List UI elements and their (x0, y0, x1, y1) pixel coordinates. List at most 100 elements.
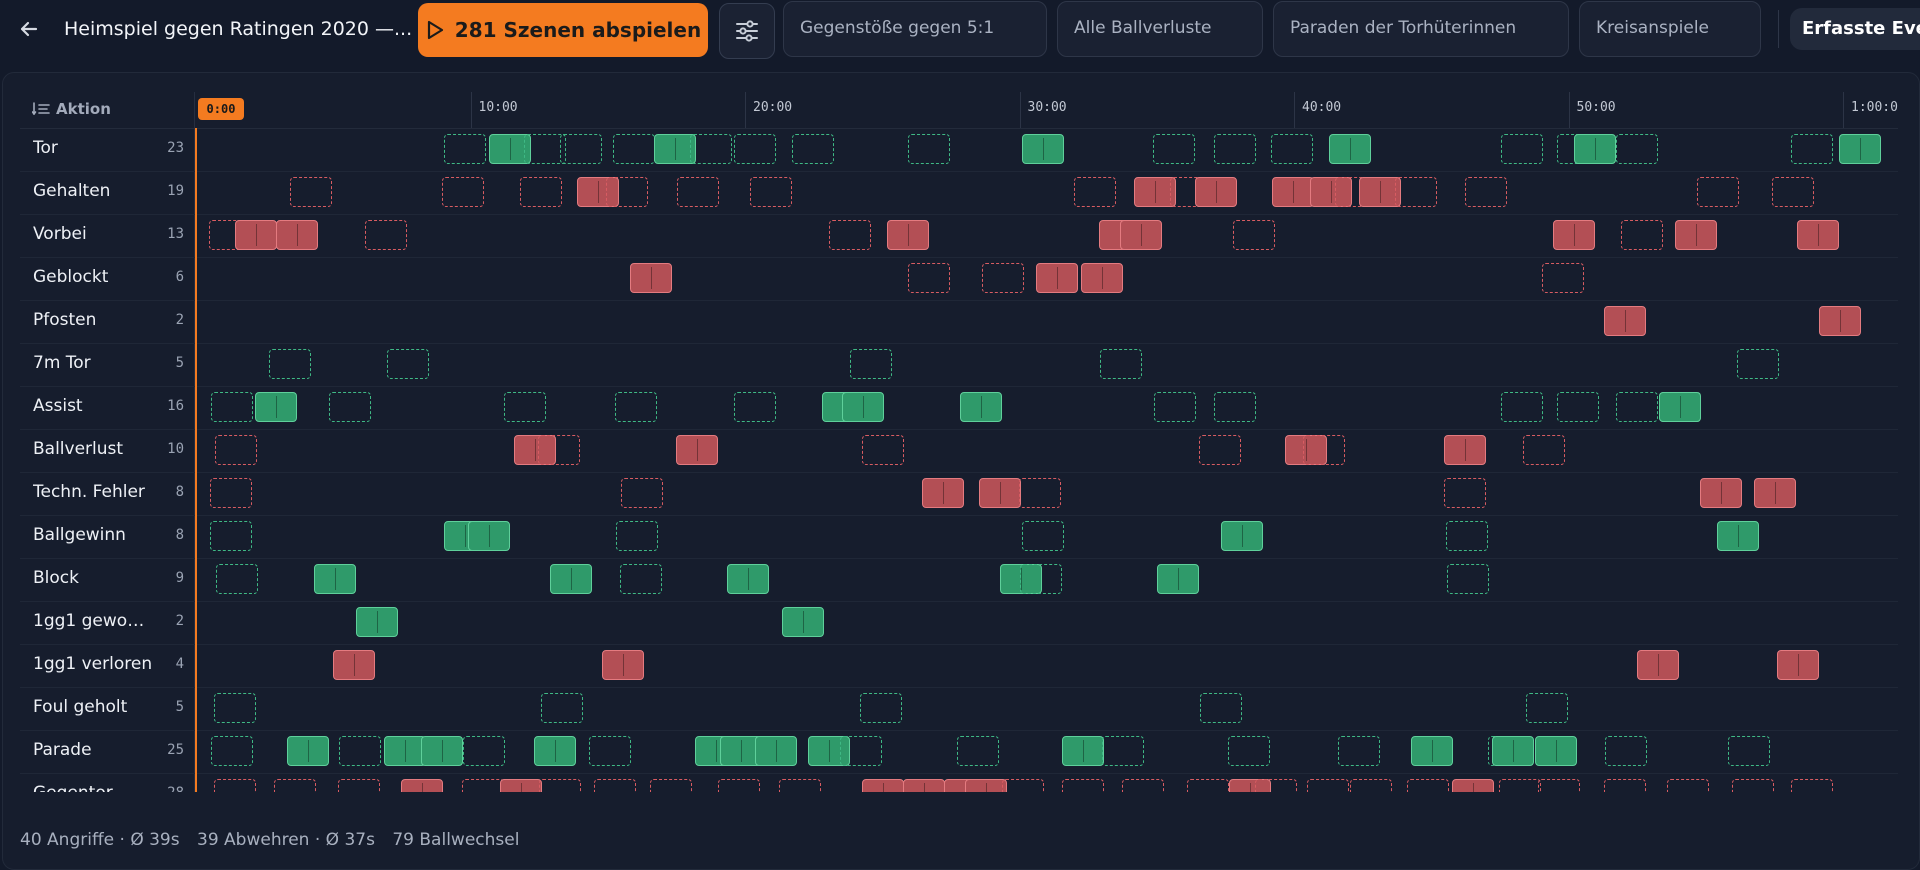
event-clip[interactable] (421, 736, 463, 766)
event-clip[interactable] (957, 736, 999, 766)
event-clip[interactable] (1616, 134, 1658, 164)
event-clip[interactable] (1535, 736, 1577, 766)
event-clip[interactable] (690, 134, 732, 164)
event-clip[interactable] (468, 521, 510, 551)
event-clip[interactable] (842, 392, 884, 422)
event-clip[interactable] (750, 177, 792, 207)
event-clip[interactable] (602, 650, 644, 680)
event-clip[interactable] (287, 736, 329, 766)
event-clip[interactable] (1228, 736, 1270, 766)
event-clip[interactable] (779, 779, 821, 792)
event-clip[interactable] (442, 177, 484, 207)
event-clip[interactable] (808, 736, 850, 766)
event-clip[interactable] (862, 435, 904, 465)
back-button[interactable] (14, 14, 44, 44)
filter-settings-button[interactable] (719, 3, 775, 59)
preset-chip-goalkeeper-saves[interactable]: Paraden der Torhüterinnen (1273, 1, 1569, 57)
event-clip[interactable] (463, 736, 505, 766)
event-clip[interactable] (339, 736, 381, 766)
event-clip[interactable] (1659, 392, 1701, 422)
event-clip[interactable] (1214, 134, 1256, 164)
event-clip[interactable] (1697, 177, 1739, 207)
event-clip[interactable] (1444, 478, 1486, 508)
event-clip[interactable] (1350, 779, 1392, 792)
event-clip[interactable] (1229, 779, 1271, 792)
event-clip[interactable] (1074, 177, 1116, 207)
event-clip[interactable] (1395, 177, 1437, 207)
event-clip[interactable] (1195, 177, 1237, 207)
event-clip[interactable] (1446, 521, 1488, 551)
event-clip[interactable] (1022, 134, 1064, 164)
event-clip[interactable] (1605, 736, 1647, 766)
event-clip[interactable] (1621, 220, 1663, 250)
event-clip[interactable] (718, 779, 760, 792)
event-clip[interactable] (1036, 263, 1078, 293)
event-clip[interactable] (982, 263, 1024, 293)
event-clip[interactable] (1187, 779, 1229, 792)
event-clip[interactable] (829, 220, 871, 250)
event-clip[interactable] (338, 779, 380, 792)
event-clip[interactable] (504, 392, 546, 422)
event-clip[interactable] (1444, 435, 1486, 465)
event-clip[interactable] (840, 736, 882, 766)
event-clip[interactable] (1022, 521, 1064, 551)
event-clip[interactable] (560, 134, 602, 164)
event-clip[interactable] (524, 134, 566, 164)
event-clip[interactable] (1772, 177, 1814, 207)
event-clip[interactable] (1819, 306, 1861, 336)
event-clip[interactable] (1501, 134, 1543, 164)
event-clip[interactable] (235, 220, 277, 250)
event-clip[interactable] (514, 435, 556, 465)
tab-captured-events[interactable]: Erfasste Eve (1790, 8, 1920, 50)
event-clip[interactable] (1553, 220, 1595, 250)
event-clip[interactable] (1717, 521, 1759, 551)
event-clip[interactable] (401, 779, 443, 792)
event-clip[interactable] (210, 521, 252, 551)
event-clip[interactable] (621, 478, 663, 508)
event-clip[interactable] (1271, 134, 1313, 164)
event-clip[interactable] (1122, 779, 1164, 792)
event-clip[interactable] (630, 263, 672, 293)
event-clip[interactable] (1791, 779, 1833, 792)
play-scenes-button[interactable]: 281 Szenen abspielen (418, 3, 708, 57)
event-clip[interactable] (1407, 779, 1449, 792)
event-clip[interactable] (1411, 736, 1453, 766)
event-clip[interactable] (1303, 435, 1345, 465)
event-clip[interactable] (792, 134, 834, 164)
event-clip[interactable] (589, 736, 631, 766)
event-clip[interactable] (577, 177, 619, 207)
event-clip[interactable] (1492, 736, 1534, 766)
event-clip[interactable] (1214, 392, 1256, 422)
event-clip[interactable] (1667, 779, 1709, 792)
event-clip[interactable] (1200, 693, 1242, 723)
event-clip[interactable] (734, 392, 776, 422)
event-clip[interactable] (862, 779, 904, 792)
event-clip[interactable] (1526, 693, 1568, 723)
event-clip[interactable] (613, 134, 655, 164)
event-clip[interactable] (462, 779, 504, 792)
action-column-header[interactable]: Aktion (32, 100, 111, 118)
event-clip[interactable] (538, 435, 580, 465)
event-clip[interactable] (210, 478, 252, 508)
event-clip[interactable] (1233, 220, 1275, 250)
event-clip[interactable] (255, 392, 297, 422)
event-clip[interactable] (1732, 779, 1774, 792)
event-clip[interactable] (1102, 736, 1144, 766)
event-clip[interactable] (1737, 349, 1779, 379)
event-clip[interactable] (333, 650, 375, 680)
event-clip[interactable] (215, 435, 257, 465)
event-clip[interactable] (1020, 564, 1062, 594)
event-clip[interactable] (727, 564, 769, 594)
event-clip[interactable] (616, 521, 658, 551)
event-clip[interactable] (1002, 779, 1044, 792)
event-clip[interactable] (650, 779, 692, 792)
event-clip[interactable] (734, 134, 776, 164)
event-clip[interactable] (1307, 779, 1349, 792)
event-clip[interactable] (1447, 564, 1489, 594)
event-clip[interactable] (1272, 177, 1314, 207)
event-clip[interactable] (620, 564, 662, 594)
event-clip[interactable] (1255, 779, 1297, 792)
event-clip[interactable] (500, 779, 542, 792)
event-clip[interactable] (1501, 392, 1543, 422)
event-clip[interactable] (850, 349, 892, 379)
